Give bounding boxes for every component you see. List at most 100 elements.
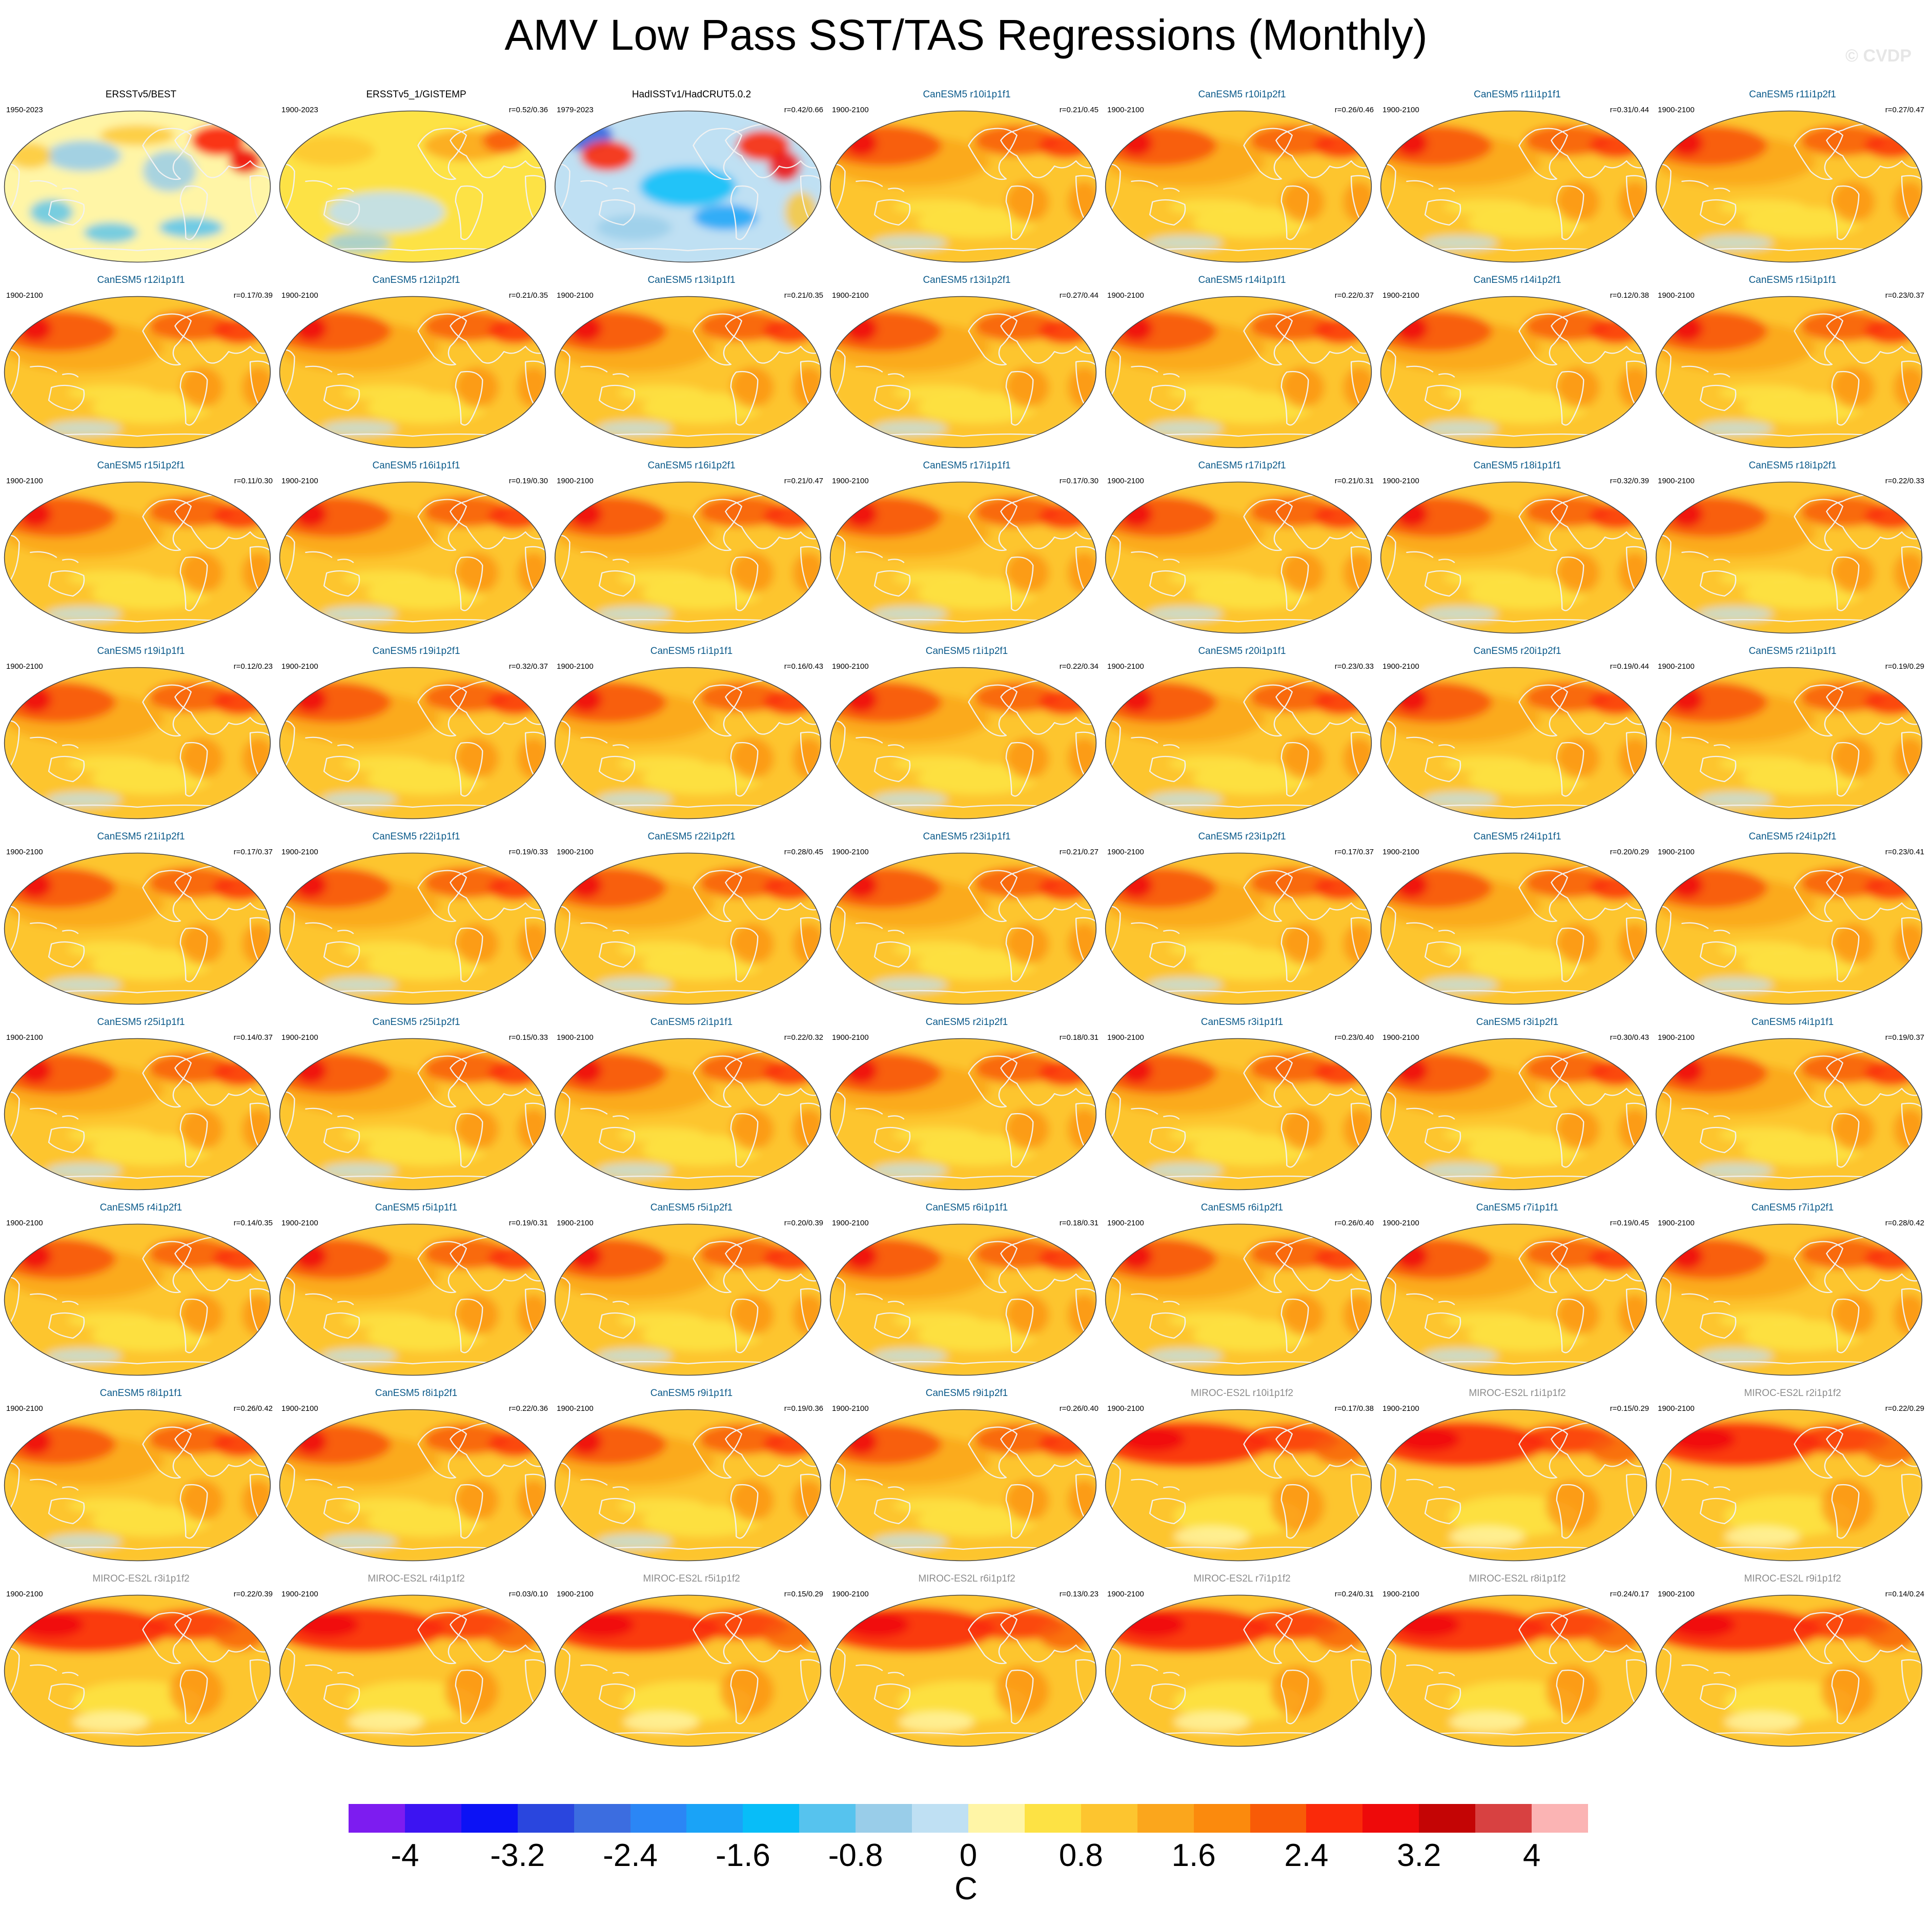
coastline <box>417 128 467 180</box>
coastline <box>1406 1107 1455 1120</box>
panel-title: CanESM5 r3i1p2f1 <box>1476 1017 1559 1028</box>
anomaly-region <box>973 311 1060 341</box>
panel-pattern-correlation: r=0.27/0.44 <box>1059 291 1099 300</box>
anomaly-region <box>730 1109 774 1150</box>
panel-pattern-correlation: r=0.22/0.34 <box>1059 662 1099 671</box>
coastline <box>1699 941 1737 968</box>
colorbar-box <box>968 1804 1025 1833</box>
map-border <box>1380 1038 1648 1191</box>
map-panel: CanESM5 r20i1p2f1 1900-2100 r=0.19/0.44 <box>1379 645 1655 819</box>
map-border <box>1105 1038 1372 1191</box>
anomaly-region <box>1174 1712 1249 1732</box>
anomaly-region <box>46 140 121 171</box>
anomaly-region <box>1168 756 1255 771</box>
coastline <box>693 128 742 180</box>
anomaly-region <box>1120 1426 1185 1452</box>
anomaly-region <box>423 496 510 527</box>
colorbar-tick-label: 1.6 <box>1171 1838 1216 1873</box>
map-border <box>1655 481 1923 634</box>
coastline <box>323 1497 360 1525</box>
coastline <box>1699 1497 1737 1525</box>
coastline <box>30 180 79 192</box>
panel-title: CanESM5 r25i1p2f1 <box>372 1017 460 1028</box>
coastline <box>323 570 360 597</box>
map-svg <box>1655 1223 1923 1376</box>
anomaly-region <box>871 792 947 807</box>
anomaly-region <box>294 316 327 341</box>
coastline <box>693 1426 742 1479</box>
anomaly-region <box>148 1238 234 1269</box>
map-border <box>1105 1409 1372 1562</box>
panel-pattern-correlation: r=0.12/0.23 <box>233 662 273 671</box>
map-border <box>279 1409 546 1562</box>
coastline <box>48 941 85 968</box>
anomaly-region <box>342 1312 429 1328</box>
map-border <box>1655 667 1923 819</box>
anomaly-region <box>570 872 602 898</box>
coastline <box>1556 556 1584 611</box>
anomaly-region <box>180 924 223 965</box>
panel-pattern-correlation: r=0.28/0.45 <box>784 848 823 856</box>
coastline <box>1005 371 1034 426</box>
coastline <box>968 870 1018 922</box>
anomaly-region <box>1313 1434 1368 1465</box>
coastline <box>730 371 759 426</box>
panel-pattern-correlation: r=0.17/0.30 <box>1059 477 1099 485</box>
anomaly-region <box>180 738 223 779</box>
panel-pattern-correlation: r=0.22/0.36 <box>509 1404 548 1413</box>
coastline <box>1831 1484 1860 1539</box>
anomaly-region <box>1799 125 1886 156</box>
panel-pattern-correlation: r=0.18/0.31 <box>1059 1033 1099 1042</box>
panel-period: 1900-2100 <box>832 291 869 300</box>
anomaly-region <box>1468 764 1587 794</box>
panel-title: CanESM5 r17i1p2f1 <box>1198 460 1286 471</box>
anomaly-region <box>148 682 234 712</box>
map-border <box>829 1038 1097 1191</box>
coastline <box>1131 736 1180 749</box>
anomaly-region <box>1038 1619 1092 1650</box>
map-border <box>829 296 1097 448</box>
anomaly-region <box>580 140 635 171</box>
anomaly-region <box>1192 764 1311 794</box>
panel-pattern-correlation: r=0.17/0.37 <box>1334 848 1374 856</box>
anomaly-region <box>321 792 397 807</box>
anomaly-region <box>1671 316 1703 341</box>
anomaly-region <box>973 1238 1060 1269</box>
anomaly-region <box>1422 606 1498 622</box>
coastline <box>1518 1612 1568 1665</box>
map-svg <box>829 852 1097 1005</box>
panel-title: CanESM5 r5i1p1f1 <box>375 1202 458 1213</box>
map-svg <box>554 667 822 819</box>
coastline <box>142 499 192 551</box>
map-svg <box>279 481 546 634</box>
map-border <box>554 667 822 819</box>
panel-period: 1900-2100 <box>832 477 869 485</box>
coastline <box>1149 755 1186 783</box>
panel-title: CanESM5 r8i1p1f1 <box>99 1388 182 1399</box>
map-panel: MIROC-ES2L r10i1p1f2 1900-2100 r=0.17/0.38 <box>1104 1387 1380 1562</box>
anomaly-region <box>1147 1348 1223 1364</box>
coastline <box>1556 1113 1584 1168</box>
coastline <box>1681 1664 1731 1676</box>
coastline <box>48 199 85 226</box>
coastline <box>598 1497 636 1525</box>
map-border <box>4 110 271 263</box>
panel-title: CanESM5 r13i1p2f1 <box>923 275 1011 285</box>
anomaly-region <box>67 385 154 400</box>
anomaly-region <box>143 151 197 192</box>
map-border <box>279 110 546 263</box>
panel-title: CanESM5 r20i1p2f1 <box>1473 646 1561 656</box>
anomaly-region <box>46 1534 121 1549</box>
panel-pattern-correlation: r=0.19/0.29 <box>1885 662 1924 671</box>
anomaly-region <box>180 1295 223 1336</box>
anomaly-region <box>1443 941 1530 957</box>
anomaly-region <box>570 687 602 712</box>
map-border <box>1380 110 1648 263</box>
anomaly-region <box>1147 977 1223 993</box>
coastline <box>1518 1426 1568 1479</box>
anomaly-region <box>698 682 785 712</box>
anomaly-region <box>212 1619 267 1650</box>
coastline <box>1681 180 1731 192</box>
panel-pattern-correlation: r=0.20/0.29 <box>1610 848 1649 856</box>
anomaly-region <box>1422 235 1498 251</box>
